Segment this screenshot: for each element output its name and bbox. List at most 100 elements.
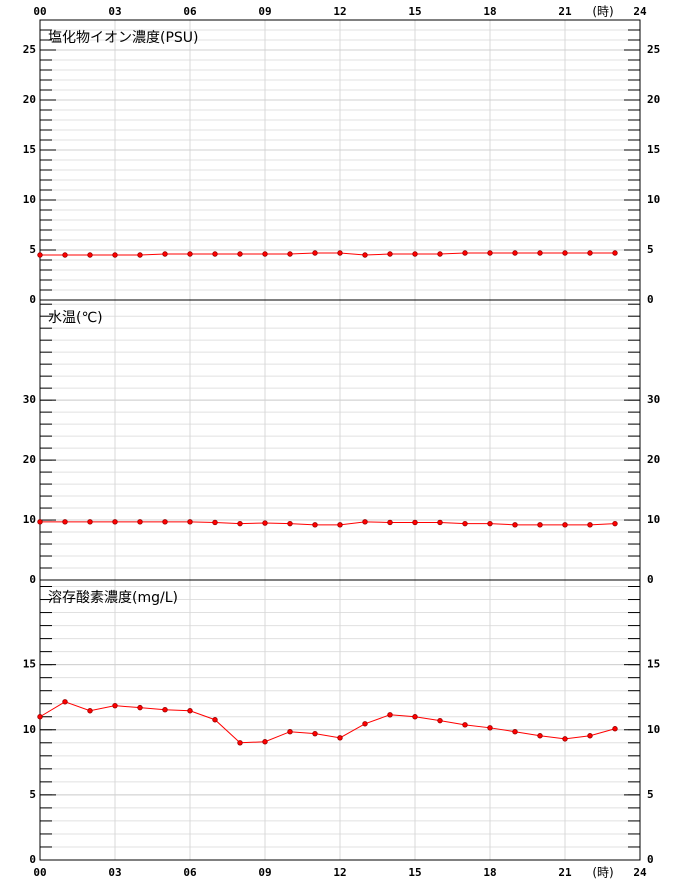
x-tick-label: 12 xyxy=(333,5,346,18)
y-tick-label: 10 xyxy=(647,193,660,206)
y-tick-label: 0 xyxy=(647,853,654,866)
data-point xyxy=(262,520,268,526)
data-point xyxy=(137,519,143,525)
y-tick-label: 0 xyxy=(647,573,654,586)
x-tick-label: 09 xyxy=(258,5,271,18)
data-point xyxy=(212,717,218,723)
x-tick-label: 21 xyxy=(558,5,572,18)
data-point xyxy=(612,726,618,732)
x-tick-label: 21 xyxy=(558,866,572,879)
panel-frame xyxy=(39,579,641,861)
data-point xyxy=(437,251,443,257)
data-point xyxy=(87,519,93,525)
y-tick-label: 10 xyxy=(647,513,660,526)
data-point xyxy=(337,250,343,256)
data-point xyxy=(387,251,393,257)
data-point xyxy=(87,708,93,714)
data-line xyxy=(39,701,616,744)
data-point xyxy=(462,520,468,527)
data-point xyxy=(562,736,568,742)
data-point xyxy=(512,250,518,256)
data-line xyxy=(40,521,616,526)
y-tick-label: 15 xyxy=(647,143,660,156)
x-axis-label: (時) xyxy=(592,866,613,880)
data-point xyxy=(337,735,343,741)
y-tick-label: 10 xyxy=(23,723,36,736)
x-tick-label: 24 xyxy=(633,866,647,879)
x-tick-label: 03 xyxy=(108,866,121,879)
x-tick-label: 06 xyxy=(183,866,197,879)
y-tick-label: 20 xyxy=(647,93,660,106)
x-tick-label: 15 xyxy=(408,5,421,18)
y-tick-label: 20 xyxy=(23,453,36,466)
x-tick-label: 00 xyxy=(33,5,46,18)
y-tick-label: 25 xyxy=(23,43,36,56)
x-tick-label: 15 xyxy=(408,866,421,879)
data-point xyxy=(162,707,168,713)
data-point xyxy=(362,519,368,525)
y-tick-label: 15 xyxy=(647,658,660,671)
data-point xyxy=(62,252,68,258)
data-point xyxy=(412,251,418,257)
data-point xyxy=(112,702,118,709)
data-point xyxy=(287,520,293,527)
x-tick-label: 03 xyxy=(108,5,121,18)
data-point xyxy=(237,251,243,257)
chart-title: 塩化物イオン濃度(PSU) xyxy=(48,30,199,46)
chart-title: 溶存酸素濃度(mg/L) xyxy=(48,590,178,606)
data-point xyxy=(387,519,393,526)
x-tick-label: 06 xyxy=(183,5,197,18)
data-point xyxy=(437,717,443,724)
data-point xyxy=(237,740,243,746)
data-point xyxy=(212,519,218,526)
y-tick-label: 25 xyxy=(647,43,660,56)
data-point xyxy=(287,729,293,735)
y-tick-label: 10 xyxy=(23,193,36,206)
data-point xyxy=(37,519,43,525)
data-point xyxy=(587,733,593,739)
data-point xyxy=(362,252,368,258)
y-tick-label: 5 xyxy=(647,243,654,256)
data-point xyxy=(137,704,143,711)
data-point xyxy=(562,250,568,256)
y-tick-label: 20 xyxy=(23,93,36,106)
data-point xyxy=(387,712,393,718)
data-point xyxy=(587,522,593,528)
data-point xyxy=(262,739,268,745)
data-point xyxy=(287,251,293,257)
data-point xyxy=(412,519,418,526)
data-point xyxy=(187,251,193,257)
x-tick-label: 18 xyxy=(483,5,496,18)
x-tick-label: 24 xyxy=(633,5,647,18)
data-point xyxy=(237,520,243,527)
y-tick-label: 30 xyxy=(647,393,660,406)
data-point xyxy=(412,714,418,720)
y-tick-label: 5 xyxy=(647,788,654,801)
y-tick-label: 20 xyxy=(647,453,660,466)
data-point xyxy=(462,722,468,728)
y-tick-label: 0 xyxy=(647,293,654,306)
x-tick-label: 09 xyxy=(258,866,271,879)
data-point xyxy=(512,522,518,528)
y-tick-label: 0 xyxy=(29,853,36,866)
data-point xyxy=(37,714,43,720)
y-tick-label: 0 xyxy=(29,293,36,306)
x-tick-label: 18 xyxy=(483,866,496,879)
data-point xyxy=(162,251,168,257)
data-point xyxy=(262,251,268,257)
y-tick-label: 15 xyxy=(23,143,36,156)
y-tick-label: 5 xyxy=(29,243,36,256)
data-point xyxy=(312,730,318,737)
data-point xyxy=(337,522,343,528)
data-point xyxy=(612,520,618,527)
y-tick-label: 5 xyxy=(29,788,36,801)
y-tick-label: 30 xyxy=(23,393,36,406)
chart-title: 水温(℃) xyxy=(48,310,103,326)
data-point xyxy=(62,519,68,525)
data-point xyxy=(137,252,143,258)
data-point xyxy=(362,721,368,727)
data-point xyxy=(487,520,493,527)
y-tick-label: 0 xyxy=(29,573,36,586)
data-point xyxy=(187,519,193,525)
